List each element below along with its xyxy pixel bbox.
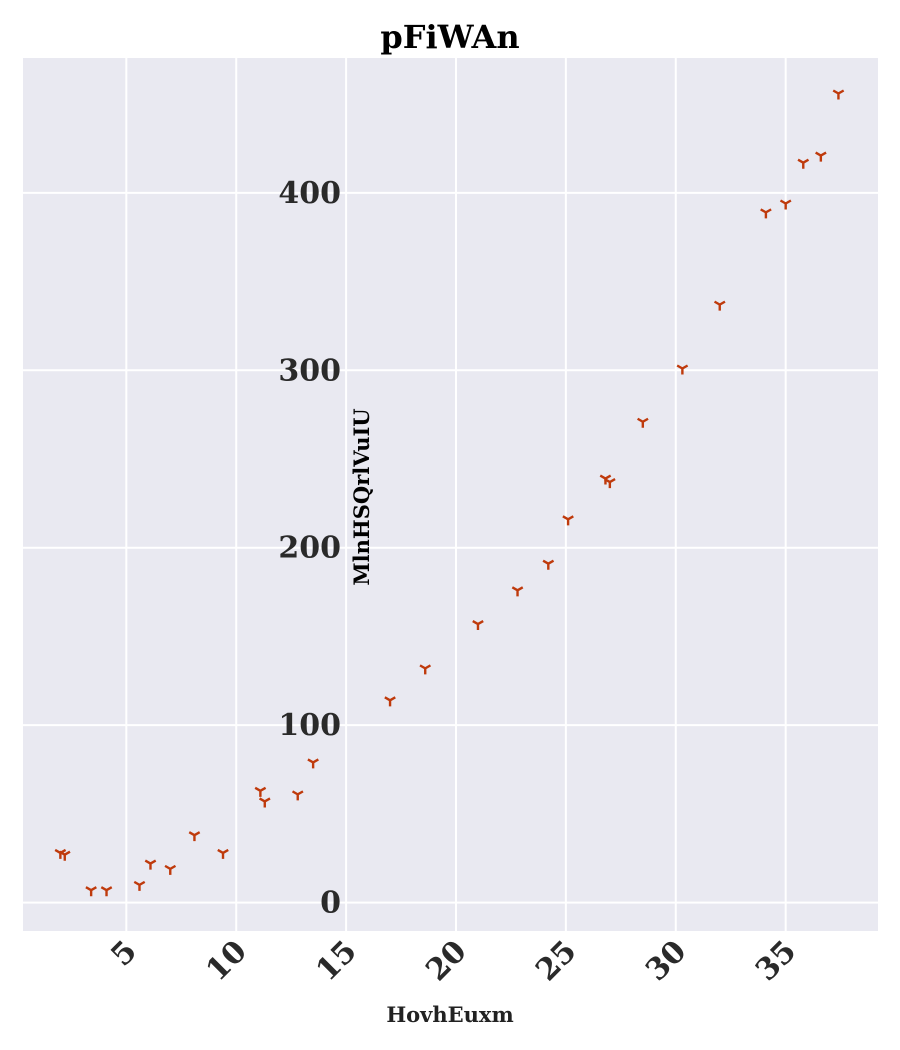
plot-area [23,58,878,931]
chart-title: pFiWAn [380,18,519,56]
grid-lines [23,58,878,931]
x-tick-label: 15 [309,934,363,988]
x-tick-label: 10 [200,934,254,988]
data-point [797,158,810,169]
x-tick-label: 30 [639,934,693,988]
data-points [54,89,845,897]
data-point [815,151,827,162]
data-point [307,758,319,769]
x-axis-label: HovhEuxm [386,1002,513,1027]
data-point [511,586,524,597]
data-point [832,89,845,100]
x-tick-label: 20 [419,934,473,988]
data-point [133,880,146,891]
data-point [188,831,201,842]
y-tick-label: 400 [278,176,341,211]
data-point [676,364,689,375]
data-point [85,886,97,897]
data-point [384,696,396,707]
data-point [164,864,177,875]
x-tick-label: 35 [749,934,803,988]
data-point [291,790,304,801]
y-tick-label: 300 [278,353,341,388]
data-point [144,859,157,870]
data-point [542,559,555,570]
x-tick-label: 25 [529,934,583,988]
data-point [472,619,484,631]
y-tick-label: 0 [320,886,341,921]
data-point [713,300,726,311]
data-point [637,417,649,428]
data-point [58,850,71,861]
data-point [562,515,574,526]
data-point [258,797,271,808]
data-point [604,478,616,489]
data-point [760,208,772,219]
data-point [100,886,113,897]
y-axis-label: MlnHSQrlVuIU [349,408,374,585]
data-point [254,786,267,797]
y-tick-label: 100 [278,708,341,743]
data-point [419,664,432,675]
data-point [217,848,229,859]
data-point [779,199,792,210]
y-tick-label: 200 [278,531,341,566]
x-tick-label: 5 [104,934,144,974]
